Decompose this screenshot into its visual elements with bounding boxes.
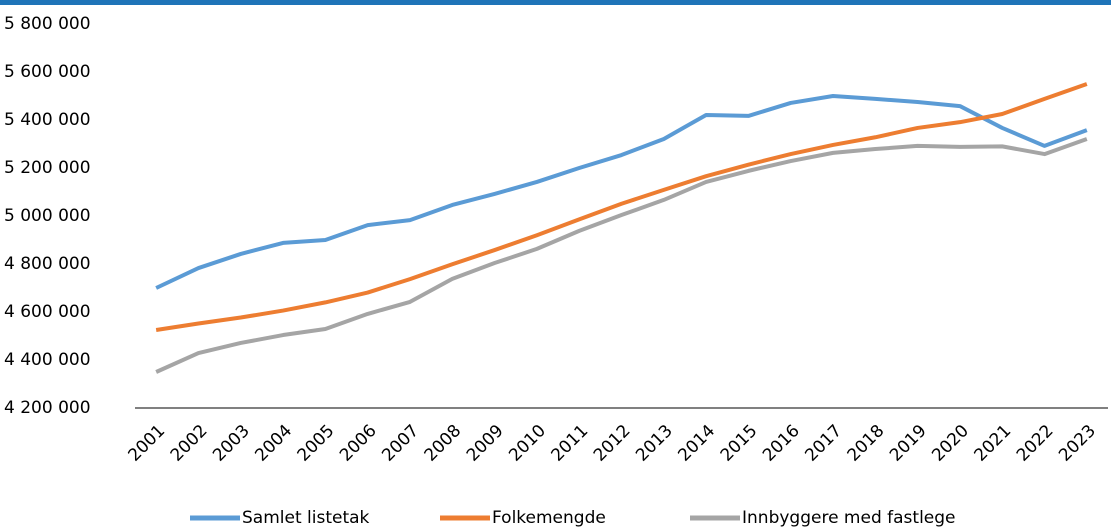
legend-label: Samlet listetak — [242, 508, 370, 528]
line-series — [155, 82, 1088, 332]
y-tick-label: 5 200 000 — [4, 158, 91, 178]
x-tick-label: 2008 — [421, 421, 466, 466]
legend-label: Folkemengde — [492, 508, 606, 528]
x-tick-label: 2021 — [971, 421, 1016, 466]
line-series — [155, 137, 1088, 374]
y-tick-label: 4 800 000 — [4, 254, 91, 274]
y-tick-label: 5 800 000 — [4, 14, 91, 34]
legend-label: Innbyggere med fastlege — [742, 508, 956, 528]
x-tick-label: 2004 — [251, 421, 296, 466]
x-tick-label: 2013 — [632, 421, 677, 466]
y-tick-label: 4 200 000 — [4, 398, 91, 418]
x-tick-label: 2006 — [336, 421, 381, 466]
x-tick-label: 2017 — [801, 421, 846, 466]
x-tick-label: 2018 — [844, 421, 889, 466]
y-tick-label: 4 600 000 — [4, 302, 91, 322]
x-tick-label: 2003 — [209, 421, 254, 466]
y-tick-label: 5 000 000 — [4, 206, 91, 226]
line-series — [155, 94, 1088, 290]
x-tick-label: 2010 — [505, 421, 550, 466]
x-tick-label: 2019 — [886, 421, 931, 466]
x-tick-label: 2007 — [378, 421, 423, 466]
x-tick-label: 2020 — [928, 421, 973, 466]
x-tick-label: 2014 — [674, 421, 719, 466]
x-tick-label: 2009 — [463, 421, 508, 466]
x-tick-label: 2005 — [294, 421, 339, 466]
x-tick-label: 2015 — [717, 421, 762, 466]
x-tick-label: 2023 — [1055, 421, 1100, 466]
x-tick-label: 2022 — [1013, 421, 1058, 466]
x-tick-label: 2001 — [124, 421, 169, 466]
x-tick-label: 2012 — [590, 421, 635, 466]
x-tick-label: 2002 — [167, 421, 212, 466]
x-tick-label: 2016 — [759, 421, 804, 466]
y-tick-label: 5 600 000 — [4, 62, 91, 82]
y-tick-label: 4 400 000 — [4, 350, 91, 370]
header-bar — [0, 0, 1111, 5]
y-tick-label: 5 400 000 — [4, 110, 91, 130]
x-tick-label: 2011 — [548, 421, 593, 466]
